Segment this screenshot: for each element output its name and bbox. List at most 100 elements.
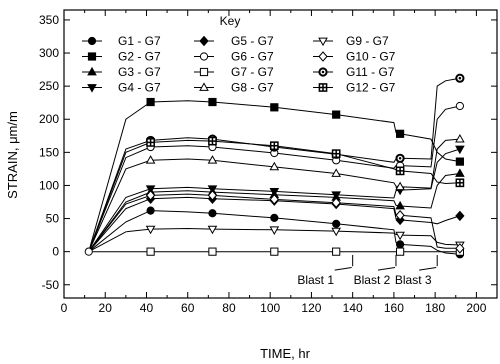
- marker-dot: [398, 157, 402, 160]
- legend-marker-g9-g7: [318, 37, 328, 47]
- point-g7-g7: [208, 247, 217, 256]
- point-g9-g7: [269, 226, 280, 235]
- point-g9-g7: [207, 225, 218, 235]
- point-g2-g7: [332, 110, 341, 119]
- legend-label-g11-g7: G11 - G7: [346, 65, 395, 79]
- point-g8-g7: [269, 161, 280, 171]
- x-tick-label: 20: [99, 301, 113, 315]
- legend-marker-g6-g7: [199, 52, 209, 61]
- legend-title: Key: [220, 14, 241, 28]
- point-g8-g7: [455, 133, 465, 143]
- point-g1-g7: [395, 240, 405, 249]
- series-line-g2-g7: [88, 100, 460, 252]
- point-origin: [84, 247, 93, 256]
- point-g12-g7: [146, 138, 155, 147]
- point-g3-g7: [395, 200, 405, 210]
- y-tick-label: 200: [39, 112, 59, 126]
- point-g7-g7: [395, 247, 405, 256]
- point-g2-g7: [270, 103, 279, 112]
- legend-marker-g11-g7: [318, 67, 328, 77]
- series-line-g8-g7: [88, 138, 460, 252]
- series-line-g6-g7: [88, 105, 461, 252]
- point-g10-g7: [207, 190, 218, 201]
- legend-label-g9-g7: G9 - G7: [346, 34, 389, 48]
- x-axis-label: TIME, hr: [260, 346, 311, 361]
- blast-3-pointer: [419, 267, 437, 271]
- legend-marker-g8-g7: [199, 82, 209, 91]
- x-tick-label: 0: [61, 301, 68, 315]
- series-line-g10-g7: [88, 193, 460, 253]
- point-g2-g7: [146, 97, 155, 107]
- x-tick-label: 200: [466, 301, 486, 315]
- y-tick-label: 150: [39, 145, 59, 159]
- legend-label-g6-g7: G6 - G7: [231, 50, 274, 64]
- blast-1-pointer: [334, 267, 352, 271]
- point-g11-g7: [455, 73, 465, 83]
- series-markers: [84, 73, 465, 259]
- point-g8-g7: [395, 181, 405, 191]
- point-g7-g7: [332, 247, 341, 256]
- legend-label-g7-g7: G7 - G7: [231, 65, 274, 79]
- point-g8-g7: [145, 155, 156, 164]
- legend-marker-g12-g7: [318, 83, 328, 92]
- series-line-g4-g7: [88, 148, 461, 252]
- point-g10-g7: [455, 243, 465, 254]
- point-g10-g7: [269, 194, 279, 205]
- x-tick-label: 160: [384, 301, 404, 315]
- point-g9-g7: [145, 225, 156, 235]
- legend-marker-g4-g7: [87, 84, 97, 93]
- marker-dot: [321, 70, 325, 74]
- legend-label-g2-g7: G2 - G7: [118, 50, 161, 64]
- y-tick-label: -50: [42, 278, 60, 292]
- point-g4-g7: [207, 185, 218, 194]
- marker-dot: [458, 76, 462, 80]
- point-g12-g7: [208, 136, 217, 146]
- series-line-g3-g7: [88, 173, 460, 252]
- point-g2-g7: [395, 129, 405, 138]
- point-g7-g7: [146, 247, 155, 256]
- x-tick-label: 40: [140, 301, 154, 315]
- point-g10-g7: [145, 190, 156, 201]
- y-axis-label: STRAIN, μm/m: [5, 111, 20, 199]
- x-tick-label: 140: [343, 301, 363, 315]
- y-tick-label: 0: [52, 245, 59, 259]
- series-line-g5-g7: [88, 196, 461, 253]
- legend-label-g3-g7: G3 - G7: [118, 65, 161, 79]
- blast-2-pointer: [377, 267, 396, 271]
- point-g5-g7: [455, 210, 465, 222]
- point-g9-g7: [395, 231, 405, 241]
- plot-frame: [63, 9, 498, 299]
- point-g10-g7: [395, 209, 405, 221]
- blast-annotations: Blast 1 Blast 2 Blast 3: [297, 254, 438, 287]
- point-g1-g7: [332, 219, 341, 228]
- x-tick-label: 80: [222, 301, 236, 315]
- series-line-g11-g7: [88, 77, 460, 252]
- y-tick-label: 250: [39, 79, 59, 93]
- legend-label-g5-g7: G5 - G7: [231, 34, 274, 48]
- point-g9-g7: [331, 227, 341, 237]
- blast-2-label: Blast 2: [354, 273, 391, 287]
- legend-label-g4-g7: G4 - G7: [118, 81, 161, 95]
- point-g10-g7: [331, 197, 341, 208]
- point-g6-g7: [455, 101, 464, 111]
- point-g2-g7: [455, 157, 464, 166]
- blast-1-label: Blast 1: [297, 273, 334, 287]
- legend-marker-g10-g7: [318, 51, 328, 62]
- point-g11-g7: [395, 153, 405, 163]
- x-tick-label: 180: [425, 301, 445, 315]
- axis-ticks: 0 20 40 60 80 100 120 140 160 180 200-500501001502…: [39, 10, 497, 315]
- y-tick-label: 50: [46, 212, 60, 226]
- y-tick-label: 300: [39, 46, 59, 60]
- point-g2-g7: [208, 97, 217, 107]
- legend-label-g8-g7: G8 - G7: [231, 81, 274, 95]
- point-g3-g7: [455, 168, 465, 177]
- legend-marker-g2-g7: [87, 52, 97, 61]
- series-line-g12-g7: [88, 139, 460, 252]
- point-g8-g7: [331, 168, 341, 177]
- y-tick-label: 350: [39, 13, 59, 27]
- blast-3-label: Blast 3: [395, 273, 432, 287]
- point-g1-g7: [270, 213, 279, 222]
- legend-marker-g3-g7: [87, 66, 97, 76]
